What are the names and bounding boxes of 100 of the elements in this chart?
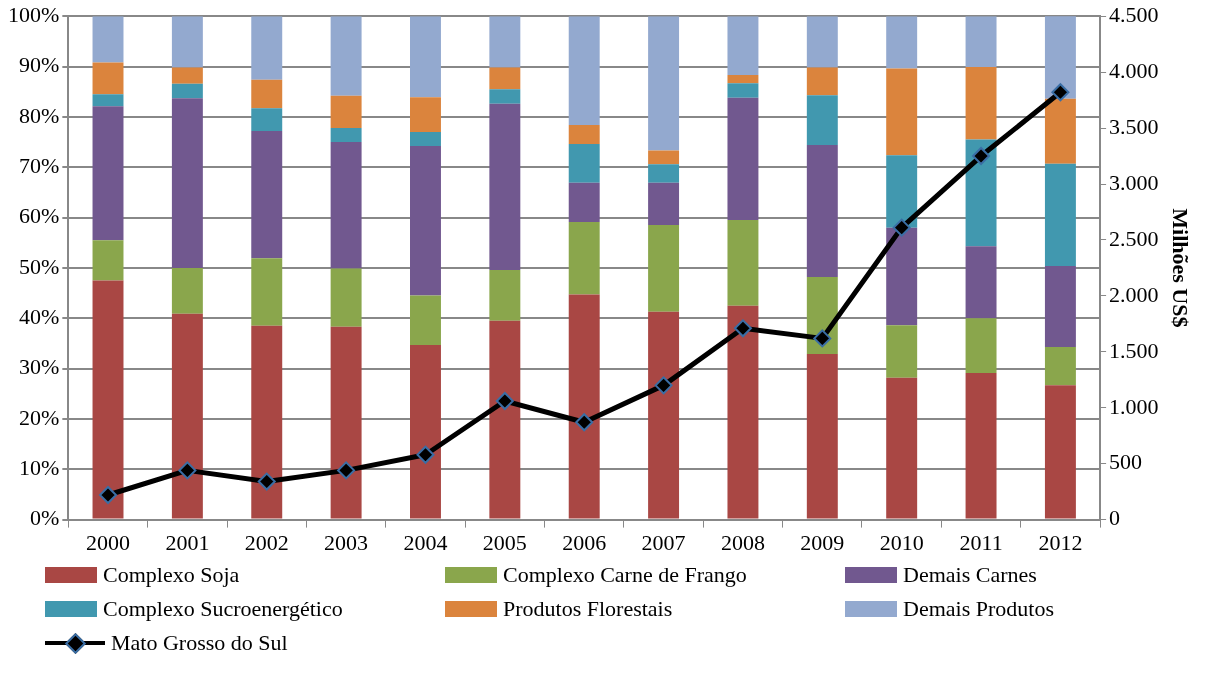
y2-tick-label: 4.000 — [1109, 57, 1159, 83]
bar — [886, 16, 918, 69]
bar — [92, 280, 124, 519]
point — [416, 445, 435, 464]
bar — [965, 373, 997, 519]
bar — [648, 225, 680, 312]
bar — [171, 313, 203, 519]
point — [575, 413, 594, 432]
bar — [171, 83, 203, 99]
bar — [727, 97, 759, 221]
point — [257, 472, 276, 491]
bar — [727, 75, 759, 84]
bar — [1044, 16, 1076, 99]
x-tick-label: 2007 — [641, 529, 686, 555]
bar — [330, 16, 362, 96]
bar — [92, 94, 124, 107]
bar — [648, 16, 680, 151]
x-tick-label: 2002 — [244, 529, 289, 555]
y-tick-label: 0% — [30, 505, 60, 531]
bar — [965, 318, 997, 374]
point — [337, 461, 356, 480]
bar — [489, 103, 521, 270]
x-tick-label: 2012 — [1038, 529, 1083, 555]
bar — [806, 145, 838, 277]
bar — [727, 16, 759, 76]
bar — [886, 325, 918, 378]
bar — [171, 16, 203, 68]
x-tick-label: 2009 — [800, 529, 845, 555]
legend-label: Complexo Sucroenergético — [103, 596, 343, 622]
bar — [806, 95, 838, 146]
y-tick-label: 80% — [19, 102, 60, 128]
legend-label: Complexo Soja — [103, 562, 240, 588]
point — [972, 147, 991, 166]
bar — [410, 131, 441, 147]
bar — [727, 83, 759, 98]
bar — [330, 326, 362, 519]
bar — [886, 68, 918, 156]
x-tick-label: 2005 — [482, 529, 527, 555]
y2-tick-label: 3.500 — [1109, 113, 1159, 139]
bar — [568, 144, 600, 183]
bar — [92, 240, 124, 281]
bar — [1044, 98, 1076, 164]
bar — [251, 325, 283, 519]
point — [1051, 83, 1070, 102]
y-tick-label: 100% — [8, 1, 60, 27]
bar — [251, 108, 283, 131]
bar — [965, 16, 997, 68]
bar — [251, 16, 283, 80]
bar — [489, 89, 521, 104]
bar — [886, 227, 918, 326]
y-tick-label: 20% — [19, 404, 60, 430]
x-tick-label: 2011 — [959, 529, 1003, 555]
legend-label: Demais Carnes — [903, 562, 1037, 588]
bar — [568, 124, 600, 145]
bar — [489, 269, 521, 321]
bar — [886, 155, 918, 228]
legend-label: Complexo Carne de Frango — [503, 562, 747, 588]
y-tick-label: 90% — [19, 52, 60, 78]
point — [733, 319, 752, 338]
y2-tick-label: 500 — [1109, 449, 1143, 475]
y2-tick-label: 1.000 — [1109, 393, 1159, 419]
y2-tick-label: 0 — [1109, 505, 1121, 531]
x-tick-label: 2003 — [324, 529, 369, 555]
bar — [1044, 163, 1076, 266]
bar — [1044, 346, 1076, 386]
bar — [568, 16, 600, 125]
bar — [727, 220, 759, 306]
bar — [965, 67, 997, 140]
bar — [727, 305, 759, 519]
bar — [410, 16, 441, 98]
y2-tick-label: 2.000 — [1109, 281, 1159, 307]
legend-label: Produtos Florestais — [503, 596, 673, 622]
bar — [171, 98, 203, 268]
y2-tick-label: 3.000 — [1109, 169, 1159, 195]
point — [99, 485, 118, 504]
point — [654, 376, 673, 395]
bar — [568, 182, 600, 223]
bar — [330, 268, 362, 327]
y-tick-label: 40% — [19, 304, 60, 330]
bar — [886, 377, 918, 519]
bar — [648, 164, 680, 183]
bar — [648, 311, 680, 519]
bar — [568, 294, 600, 519]
bar — [171, 267, 203, 314]
bar — [1044, 385, 1076, 519]
y2-tick-label: 1.500 — [1109, 337, 1159, 363]
x-tick-label: 2001 — [165, 529, 210, 555]
bar — [1044, 265, 1076, 347]
x-tick-label: 2006 — [562, 529, 607, 555]
y-tick-label: 60% — [19, 203, 60, 229]
y2-tick-label: 4.500 — [1109, 1, 1159, 27]
bar — [330, 95, 362, 128]
bar — [965, 139, 997, 247]
y2-axis-title: Milhões US$ — [1168, 208, 1194, 328]
bar — [92, 16, 124, 63]
point — [813, 329, 832, 348]
point — [892, 218, 911, 237]
bar — [806, 16, 838, 68]
y-tick-label: 10% — [19, 455, 60, 481]
point — [178, 461, 197, 480]
